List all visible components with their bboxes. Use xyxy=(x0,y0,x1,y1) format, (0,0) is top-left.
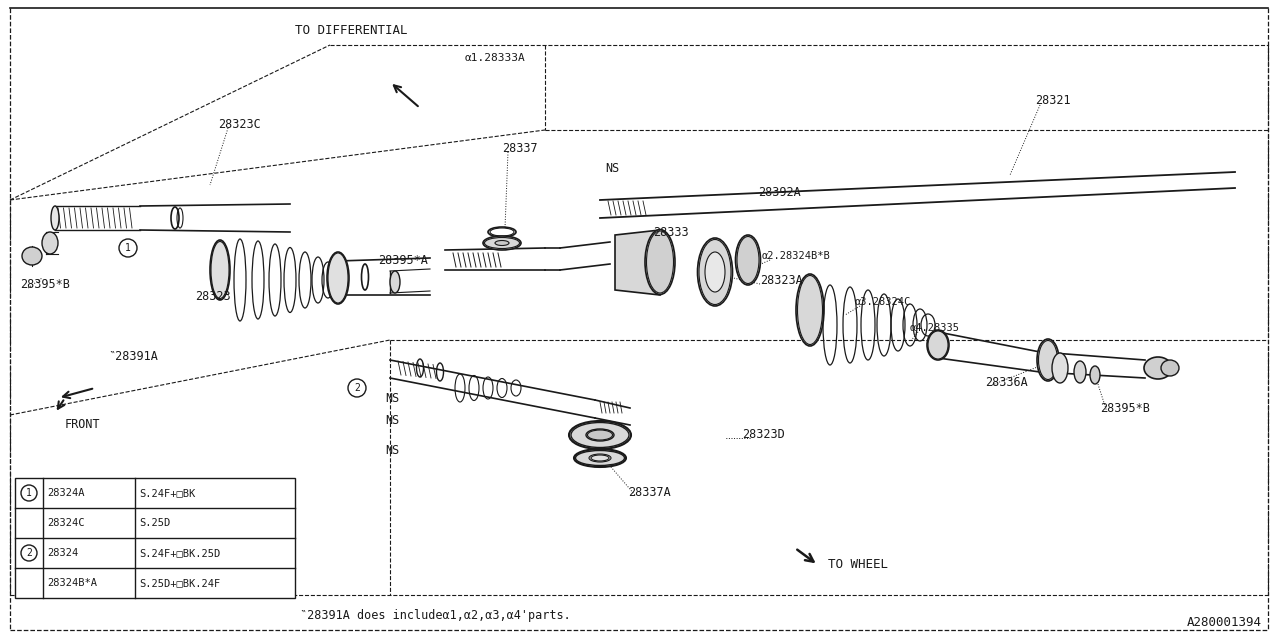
Ellipse shape xyxy=(1161,360,1179,376)
Text: 28337: 28337 xyxy=(502,141,538,154)
Ellipse shape xyxy=(51,206,59,230)
Ellipse shape xyxy=(573,449,626,467)
Polygon shape xyxy=(614,230,660,295)
Text: 28324: 28324 xyxy=(47,548,78,558)
Text: S.24F+□BK: S.24F+□BK xyxy=(140,488,196,498)
Ellipse shape xyxy=(698,238,732,306)
Ellipse shape xyxy=(705,252,724,292)
Text: TO WHEEL: TO WHEEL xyxy=(828,559,888,572)
Text: 28323C: 28323C xyxy=(218,118,261,131)
Ellipse shape xyxy=(796,274,824,346)
Ellipse shape xyxy=(589,454,611,462)
Text: 28323D: 28323D xyxy=(742,429,785,442)
Ellipse shape xyxy=(1074,361,1085,383)
Text: FRONT: FRONT xyxy=(65,419,101,431)
Text: NS: NS xyxy=(385,392,399,404)
Text: 28395*B: 28395*B xyxy=(1100,401,1149,415)
Text: ‶28391A: ‶28391A xyxy=(108,351,157,364)
Text: α2.28324B*B: α2.28324B*B xyxy=(762,251,831,261)
Ellipse shape xyxy=(645,230,675,294)
Text: α4.28335: α4.28335 xyxy=(910,323,960,333)
Text: A280001394: A280001394 xyxy=(1187,616,1262,628)
Bar xyxy=(15,478,294,598)
Text: 28395*A: 28395*A xyxy=(378,253,428,266)
Ellipse shape xyxy=(42,232,58,254)
Ellipse shape xyxy=(390,271,399,293)
Ellipse shape xyxy=(1144,357,1172,379)
Ellipse shape xyxy=(736,235,760,285)
Ellipse shape xyxy=(570,421,631,449)
Text: S.25D: S.25D xyxy=(140,518,170,528)
Text: 28324A: 28324A xyxy=(47,488,84,498)
Ellipse shape xyxy=(1037,339,1059,381)
Text: NS: NS xyxy=(605,161,620,175)
Ellipse shape xyxy=(210,240,230,300)
Text: 28392A: 28392A xyxy=(758,186,801,198)
Ellipse shape xyxy=(348,379,366,397)
Text: 28337A: 28337A xyxy=(628,486,671,499)
Ellipse shape xyxy=(20,485,37,501)
Ellipse shape xyxy=(326,252,349,304)
Ellipse shape xyxy=(495,241,509,246)
Text: 2: 2 xyxy=(26,548,32,558)
Text: α3.28324C: α3.28324C xyxy=(855,297,911,307)
Ellipse shape xyxy=(1052,353,1068,383)
Text: NS: NS xyxy=(385,413,399,426)
Text: 28323A: 28323A xyxy=(760,273,803,287)
Text: 1: 1 xyxy=(26,488,32,498)
Ellipse shape xyxy=(119,239,137,257)
Text: TO DIFFERENTIAL: TO DIFFERENTIAL xyxy=(294,24,407,36)
Text: NS: NS xyxy=(385,444,399,456)
Text: S.24F+□BK.25D: S.24F+□BK.25D xyxy=(140,548,220,558)
Text: 1: 1 xyxy=(125,243,131,253)
Text: 28395*B: 28395*B xyxy=(20,278,70,291)
Ellipse shape xyxy=(586,429,614,441)
Text: 28333: 28333 xyxy=(653,225,689,239)
Text: ‶28391A does includeα1,α2,α3,α4'parts.: ‶28391A does includeα1,α2,α3,α4'parts. xyxy=(300,609,571,623)
Ellipse shape xyxy=(483,236,521,250)
Text: 28324B*A: 28324B*A xyxy=(47,578,97,588)
Text: 28336A: 28336A xyxy=(986,376,1028,388)
Text: 2: 2 xyxy=(355,383,360,393)
Text: 28324C: 28324C xyxy=(47,518,84,528)
Ellipse shape xyxy=(20,545,37,561)
Ellipse shape xyxy=(22,247,42,265)
Ellipse shape xyxy=(1091,366,1100,384)
Ellipse shape xyxy=(927,330,948,360)
Text: 28323: 28323 xyxy=(195,289,230,303)
Text: α1.28333A: α1.28333A xyxy=(465,53,526,63)
Text: S.25D+□BK.24F: S.25D+□BK.24F xyxy=(140,578,220,588)
Text: 28321: 28321 xyxy=(1036,93,1070,106)
